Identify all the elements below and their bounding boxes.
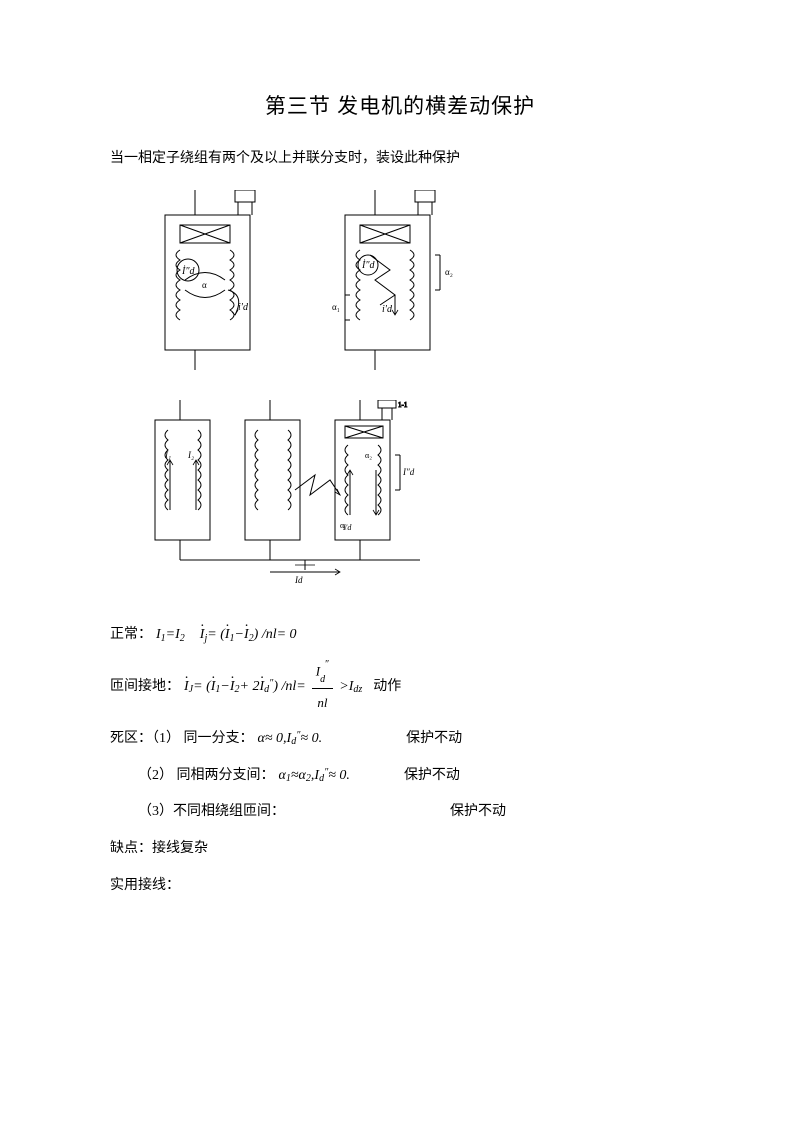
intro-text: 当一相定子绕组有两个及以上并联分支时，装设此种保护 [110, 148, 690, 170]
diagram-bottom: 1-1 [140, 400, 460, 590]
page-title: 第三节 发电机的横差动保护 [110, 90, 690, 120]
label-id-p: i′d [238, 302, 249, 313]
diagram-top-left: İ″d α i′d [140, 190, 280, 370]
label-Id-dp3: I″d [402, 467, 415, 477]
label-I1: I₁ [164, 450, 171, 460]
label-alpha2: α₂ [445, 267, 453, 277]
label-I2: I₂ [187, 450, 194, 460]
label-Idp-b: I′d [342, 523, 352, 532]
line-dead2: （2） 同相两分支间： α1 ≈ α2, Id″ ≈ 0. 保护不动 [138, 761, 690, 792]
label-id-dp: İ″d [181, 265, 195, 277]
svg-text:1-1: 1-1 [398, 401, 408, 409]
diagram-container: İ″d α i′d [140, 190, 690, 590]
label-alpha1: α₁ [332, 302, 340, 312]
label-a2-b: α₂ [365, 451, 372, 460]
line-practical: 实用接线： [110, 871, 690, 902]
label-Id-out: Id [294, 575, 303, 585]
line-drawback: 缺点：接线复杂 [110, 834, 690, 865]
line-dead1: 死区：（1） 同一分支： α ≈ 0, Id″ ≈ 0. 保护不动 [110, 724, 690, 755]
formula-block: 正常： I1 = I2 Ij = (I1 − I2) / nl = 0 匝间接地… [110, 620, 690, 901]
label-alpha: α [202, 280, 207, 290]
label-id-dp2: İ″d [361, 259, 375, 271]
diagram-top-right: İ″d α₂ α₁ i′d [320, 190, 470, 370]
line-turnfault: 匝间接地： IJ = (I1 − I2 + 2Id″) / nl = Id″ n… [110, 657, 690, 718]
label-id-p2: i′d [382, 304, 393, 315]
line-dead3: （3）不同相绕组匝间： 保护不动 [138, 797, 690, 828]
line-normal: 正常： I1 = I2 Ij = (I1 − I2) / nl = 0 [110, 620, 690, 651]
